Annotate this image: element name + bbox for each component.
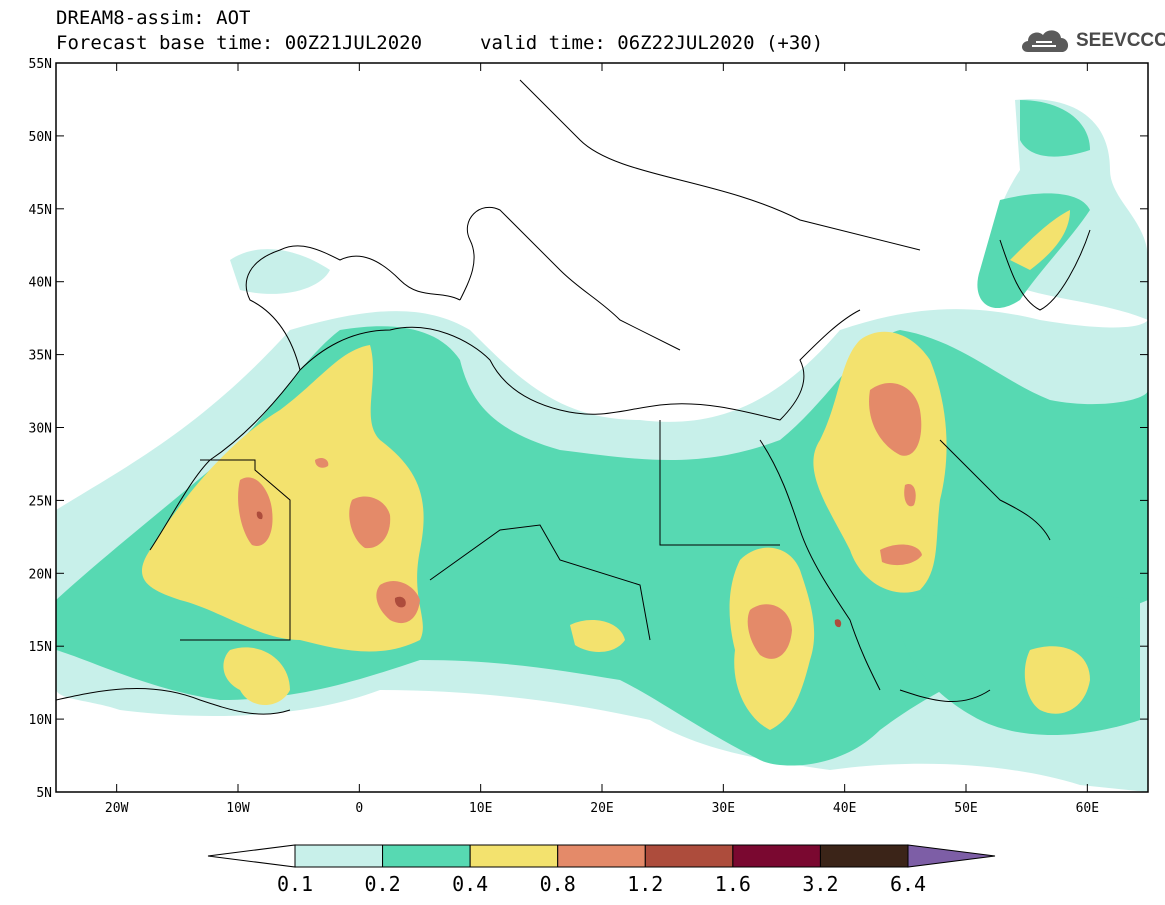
colorbar-label: 1.2: [627, 872, 663, 896]
lat-tick-label: 5N: [36, 786, 52, 801]
lon-tick-label: 60E: [1076, 801, 1099, 816]
colorbar-label: 0.1: [277, 872, 313, 896]
forecast-base-time: Forecast base time: 00Z21JUL2020: [56, 32, 423, 54]
seevccc-logo: SEEVCCC: [1018, 24, 1165, 58]
lat-tick-label: 40N: [29, 276, 52, 291]
lat-tick-label: 30N: [29, 422, 52, 437]
coastlines: [56, 79, 1091, 715]
cloud-icon: [1022, 30, 1069, 52]
lon-tick-label: 40E: [833, 801, 856, 816]
colorbar-box: [469, 844, 559, 868]
colorbar-label: 0.2: [365, 872, 401, 896]
lat-tick-label: 25N: [29, 494, 52, 509]
lon-tick-label: 50E: [954, 801, 977, 816]
map-title: DREAM8-assim: AOT: [56, 7, 251, 29]
lat-tick-label: 55N: [29, 57, 52, 72]
lat-tick-label: 10N: [29, 713, 52, 728]
colorbar-label: 6.4: [890, 872, 926, 896]
lon-tick-label: 20W: [105, 801, 129, 816]
colorbar-label: 1.6: [715, 872, 751, 896]
aot-field: [56, 63, 1148, 792]
colorbar-box: [819, 844, 909, 868]
lat-tick-label: 35N: [29, 349, 52, 364]
colorbar-high-arrow: [907, 844, 996, 868]
lat-tick-label: 45N: [29, 203, 52, 218]
colorbar-box: [557, 844, 646, 868]
lon-tick-label: 0: [355, 801, 363, 816]
lat-tick-label: 15N: [29, 640, 52, 655]
valid-time: valid time: 06Z22JUL2020 (+30): [480, 32, 824, 54]
colorbar-box: [644, 844, 734, 868]
logo-text: SEEVCCC: [1076, 30, 1165, 51]
colorbar-label: 0.4: [452, 872, 488, 896]
latitude-axis: 55N 50N 45N 40N 35N 30N 25N 20N 15N 10N 5N: [29, 57, 1148, 801]
lon-tick-label: 20E: [590, 801, 613, 816]
lat-tick-label: 50N: [29, 130, 52, 145]
colorbar-box: [294, 844, 384, 868]
lon-tick-label: 10W: [226, 801, 250, 816]
colorbar-box: [732, 844, 821, 868]
lon-tick-label: 30E: [712, 801, 735, 816]
colorbar-label: 3.2: [802, 872, 838, 896]
longitude-axis: 20W 10W 0 10E 20E 30E 40E 50E 60E: [105, 63, 1099, 816]
colorbar-label: 0.8: [540, 872, 576, 896]
colorbar-low-arrow: [207, 844, 296, 868]
lon-tick-label: 10E: [469, 801, 492, 816]
colorbar: 0.1 0.2 0.4 0.8 1.2 1.6 3.2 6.4: [207, 844, 996, 896]
colorbar-box: [382, 844, 471, 868]
lat-tick-label: 20N: [29, 567, 52, 582]
